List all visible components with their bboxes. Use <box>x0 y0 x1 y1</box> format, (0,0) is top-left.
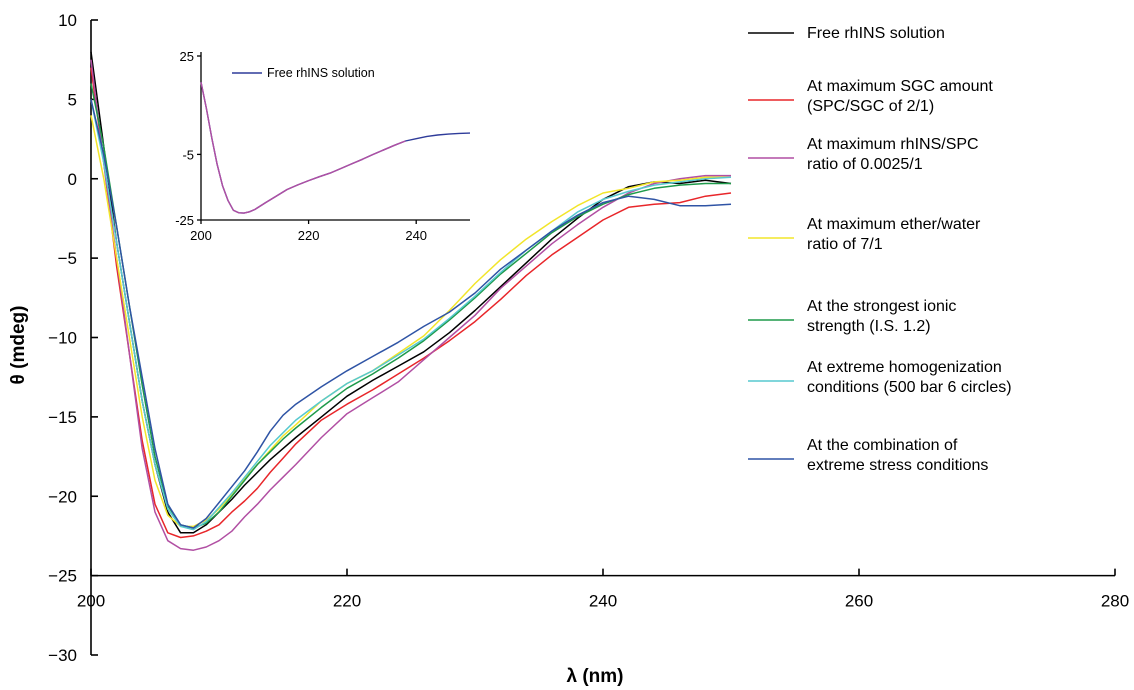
legend-label: (SPC/SGC of 2/1) <box>807 98 934 115</box>
y-axis-title: θ (mdeg) <box>8 306 29 385</box>
x-tick-label: 200 <box>77 592 105 611</box>
legend-label: At the strongest ionic <box>807 298 956 315</box>
legend-label: At maximum ether/water <box>807 216 981 233</box>
y-tick-label: −20 <box>48 487 77 506</box>
x-tick-label: 220 <box>333 592 361 611</box>
legend-label: Free rhINS solution <box>807 25 945 42</box>
legend-item: At maximum ether/water ratio of 7/1 <box>748 216 981 253</box>
inset-x-tick-label: 220 <box>298 228 320 243</box>
series-line-at-the-combination-of-extreme-stress-conditions <box>90 99 732 529</box>
legend-item: At maximum rhINS/SPC ratio of 0.0025/1 <box>748 136 979 173</box>
legend-label: ratio of 0.0025/1 <box>807 156 923 173</box>
legend-item: At maximum SGC amount (SPC/SGC of 2/1) <box>748 78 993 115</box>
series-line-at-extreme-homogenization-conditions-500-bar-6-circles <box>90 99 732 531</box>
inset-legend-label: Free rhINS solution <box>267 66 375 80</box>
main-plot-lines <box>90 51 732 551</box>
y-tick-label: −10 <box>48 329 77 348</box>
x-tick-label: 280 <box>1101 592 1129 611</box>
series-line-at-maximum-sgc-amount-spc-sgc-of-2-1 <box>90 67 732 539</box>
x-axis-title: λ (nm) <box>567 666 624 687</box>
legend-label: extreme stress conditions <box>807 457 988 474</box>
series-line-at-maximum-rhins-spc-ratio-of-0-0025-1 <box>90 59 731 551</box>
legend-label: At maximum rhINS/SPC <box>807 136 979 153</box>
y-tick-label: −30 <box>48 646 77 665</box>
y-tick-label: 0 <box>68 170 77 189</box>
legend-label: strength (I.S. 1.2) <box>807 318 931 335</box>
series-line-free-rhins-solution <box>90 51 732 534</box>
legend-item: At the combination of extreme stress cond… <box>748 437 988 474</box>
legend-item: Free rhINS solution <box>748 25 945 42</box>
legend-item: At extreme homogenization conditions (500… <box>748 359 1012 396</box>
inset-y-tick-label: -25 <box>175 213 194 228</box>
series-line-at-maximum-ether-water-ratio-of-7-1 <box>90 115 731 528</box>
main-axes <box>90 19 1116 656</box>
legend-label: At extreme homogenization <box>807 359 1002 376</box>
inset-series-line-2 <box>200 82 406 214</box>
x-tick-label: 240 <box>589 592 617 611</box>
inset-series-line-1 <box>200 82 471 214</box>
legend-label: At maximum SGC amount <box>807 78 993 95</box>
inset-x-tick-label: 200 <box>190 228 212 243</box>
x-tick-label: 260 <box>845 592 873 611</box>
legend: Free rhINS solution At maximum SGC amount… <box>748 25 1012 474</box>
y-tick-label: 5 <box>68 90 77 109</box>
y-tick-label: −15 <box>48 408 77 427</box>
main-tick-labels: 10 5 0 −5 −10 −15 −20 −25 −30 200 220 240 260 280 <box>48 11 1129 665</box>
legend-label: ratio of 7/1 <box>807 236 883 253</box>
series-line-at-the-strongest-ionic-strength-i-s-1-2 <box>90 83 731 529</box>
legend-label: At the combination of <box>807 437 958 454</box>
inset-y-tick-label: 25 <box>180 49 194 64</box>
y-tick-label: −25 <box>48 567 77 586</box>
legend-label: conditions (500 bar 6 circles) <box>807 379 1012 396</box>
legend-item: At the strongest ionic strength (I.S. 1.2… <box>748 298 956 335</box>
inset-y-tick-label: -5 <box>182 147 194 162</box>
inset-x-tick-label: 240 <box>405 228 427 243</box>
y-tick-label: 10 <box>58 11 77 30</box>
y-tick-label: −5 <box>58 249 77 268</box>
